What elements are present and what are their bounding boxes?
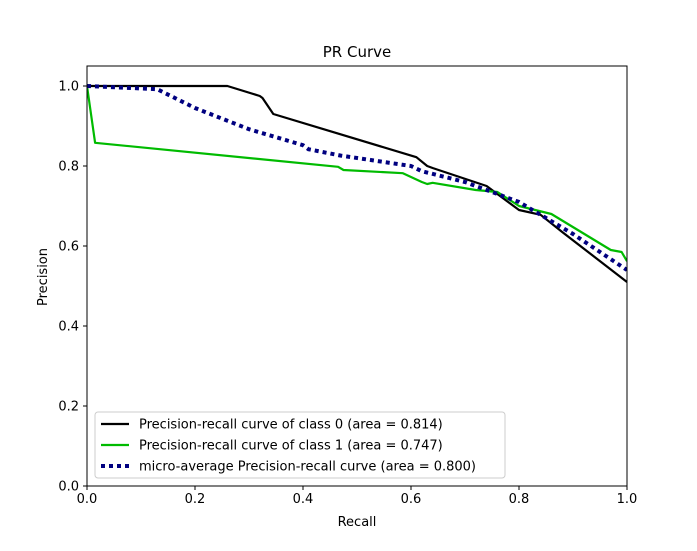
series-line-1 [87, 85, 627, 262]
y-axis-label: Precision [36, 248, 51, 306]
y-tick-label-4: 0.8 [58, 160, 79, 175]
x-tick-label-5: 1.0 [617, 492, 638, 507]
axes: 0.0 0.2 0.4 0.6 0.8 1.0 0.0 0.2 0.4 0.6 0.8 1.0 [58, 65, 638, 507]
x-tick-label-4: 0.8 [509, 492, 530, 507]
axes-frame [86, 65, 628, 487]
series-line-2 [87, 84, 627, 272]
chart-title: PR Curve [323, 43, 392, 61]
legend-box [94, 411, 506, 479]
y-tick-label-2: 0.4 [58, 320, 79, 335]
x-tick-label-2: 0.4 [293, 492, 314, 507]
series-line-0 [87, 84, 627, 283]
legend: Precision-recall curve of class 0 (area … [94, 411, 506, 479]
legend-label-0: Precision-recall curve of class 0 (area … [139, 418, 443, 433]
y-tick-label-3: 0.6 [58, 240, 79, 255]
x-axis-label: Recall [338, 515, 377, 530]
y-tick-label-5: 1.0 [58, 80, 79, 95]
legend-label-1: Precision-recall curve of class 1 (area … [139, 439, 443, 454]
x-tick-label-1: 0.2 [185, 492, 206, 507]
y-tick-label-1: 0.2 [58, 400, 79, 415]
plot-area [87, 84, 627, 283]
legend-label-2: micro-average Precision-recall curve (ar… [139, 460, 476, 475]
y-tick-label-0: 0.0 [58, 480, 79, 495]
x-tick-label-3: 0.6 [401, 492, 422, 507]
x-tick-label-0: 0.0 [77, 492, 98, 507]
